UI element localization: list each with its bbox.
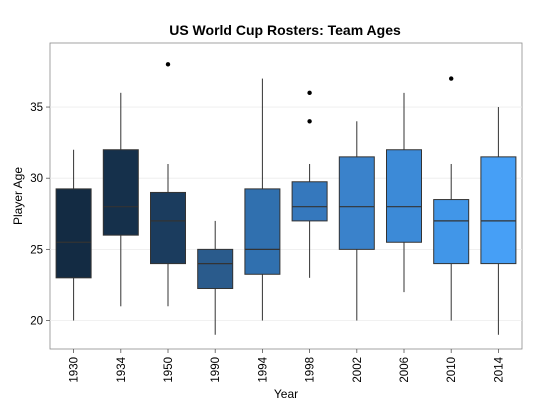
x-tick-label-1934: 1934 bbox=[116, 356, 128, 382]
y-axis-label: Player Age bbox=[11, 167, 25, 225]
outlier-1998-0 bbox=[307, 119, 312, 124]
outlier-1950-0 bbox=[165, 62, 171, 67]
box-1934 bbox=[102, 92, 139, 307]
x-tick-label-2002: 2002 bbox=[352, 357, 364, 383]
x-axis-ticks: 1930 1934 1950 1990 1994 1998 2002 2006 2010 2014 bbox=[69, 349, 505, 383]
box-2014 bbox=[480, 107, 517, 335]
x-tick-label-2010: 2010 bbox=[446, 357, 458, 383]
y-tick-label-35: 35 bbox=[30, 102, 43, 114]
x-tick-label-1990: 1990 bbox=[210, 357, 222, 383]
iqr-box-1934 bbox=[102, 149, 139, 236]
outlier-2010-0 bbox=[449, 76, 454, 81]
x-tick-label-2014: 2014 bbox=[493, 356, 505, 382]
box-1994 bbox=[244, 78, 281, 321]
y-tick-label-30: 30 bbox=[30, 173, 43, 185]
boxes-layer bbox=[55, 62, 517, 335]
iqr-box-1998 bbox=[291, 181, 328, 222]
box-2002 bbox=[338, 121, 375, 321]
box-1990 bbox=[197, 220, 234, 335]
x-tick-label-1998: 1998 bbox=[305, 357, 317, 383]
box-1950 bbox=[150, 62, 186, 307]
box-2006 bbox=[386, 92, 422, 293]
iqr-box-2006 bbox=[386, 149, 422, 243]
iqr-box-2014 bbox=[480, 156, 517, 265]
iqr-box-1990 bbox=[197, 248, 234, 290]
iqr-box-1950 bbox=[150, 191, 186, 265]
iqr-box-1930 bbox=[55, 188, 92, 279]
box-2010 bbox=[433, 76, 470, 321]
x-tick-label-2006: 2006 bbox=[399, 357, 411, 383]
y-tick-label-20: 20 bbox=[30, 316, 43, 328]
iqr-box-1994 bbox=[244, 188, 281, 275]
box-1930 bbox=[55, 149, 92, 321]
box-1998 bbox=[291, 90, 328, 278]
iqr-box-2002 bbox=[338, 156, 375, 250]
x-axis-label: Year bbox=[274, 387, 298, 401]
y-tick-label-25: 25 bbox=[30, 244, 43, 256]
iqr-box-2010 bbox=[433, 199, 470, 265]
chart-title: US World Cup Rosters: Team Ages bbox=[169, 22, 401, 38]
x-tick-label-1950: 1950 bbox=[163, 357, 175, 383]
outlier-1998-1 bbox=[307, 90, 312, 96]
x-tick-label-1930: 1930 bbox=[69, 357, 81, 383]
y-axis-ticks: 20 25 30 35 bbox=[30, 102, 50, 328]
x-tick-label-1994: 1994 bbox=[257, 356, 269, 382]
